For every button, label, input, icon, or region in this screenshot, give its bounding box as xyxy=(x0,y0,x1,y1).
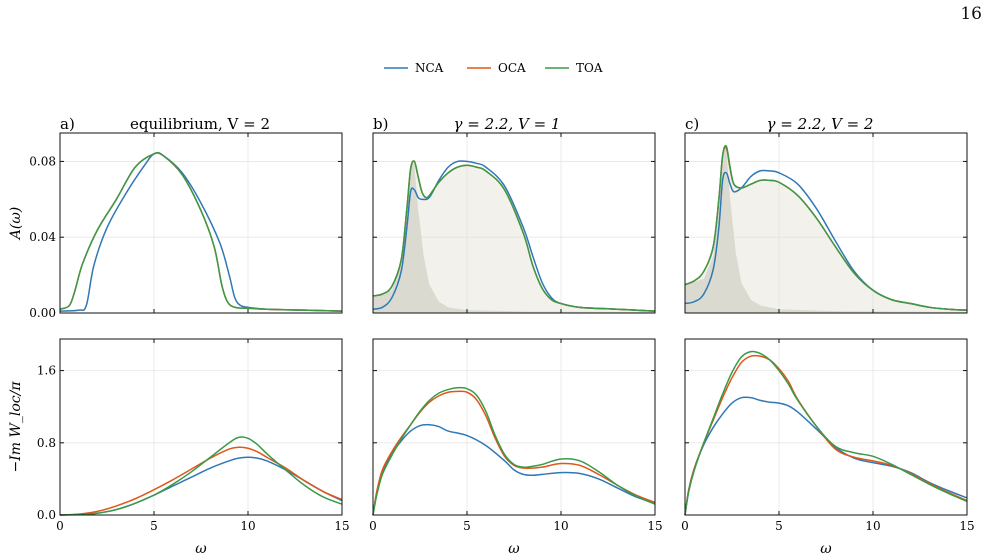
axes-frame xyxy=(372,132,656,314)
panel-tag-c: c) xyxy=(685,115,699,133)
page-number: 16 xyxy=(960,4,982,24)
series-line-oca xyxy=(372,390,656,516)
x-tick-label: 5 xyxy=(775,519,783,533)
series-line-nca xyxy=(372,423,656,516)
x-axis-label: ω xyxy=(195,541,207,557)
x-tick-label: 10 xyxy=(553,519,568,533)
panel-tag-b: b) xyxy=(373,115,388,133)
axes-frame xyxy=(684,338,968,516)
x-tick-label: 0 xyxy=(369,519,377,533)
series-line-toa xyxy=(59,436,343,516)
legend-label-toa: TOA xyxy=(576,61,603,75)
y-tick-label: 0.0 xyxy=(37,508,56,522)
series-line-toa xyxy=(684,350,968,516)
y-tick-label: 0.8 xyxy=(37,436,56,450)
axes-frame xyxy=(372,338,656,516)
panels: 0.00 0.04 0.08 A(ω) 0 5 10 15 0.0 0.8 1.6 ω −Im W_lo… xyxy=(8,132,975,557)
x-tick-label: 5 xyxy=(463,519,471,533)
series-line-toa xyxy=(372,386,656,516)
axes-frame xyxy=(59,132,343,314)
x-tick-label: 10 xyxy=(240,519,255,533)
x-tick-label: 15 xyxy=(334,519,349,533)
shaded-peak xyxy=(685,146,967,313)
panel-title-c: γ = 2.2, V = 2 xyxy=(767,115,874,133)
panel-title-a: equilibrium, V = 2 xyxy=(130,115,270,133)
panel-c-bottom: 0 5 10 15 ω xyxy=(681,338,975,557)
y-tick-label: 0.00 xyxy=(29,306,56,320)
axes-frame xyxy=(684,132,968,314)
series-line-nca xyxy=(59,152,343,312)
series-line-toa xyxy=(59,151,343,312)
axes-frame xyxy=(59,338,343,516)
legend-label-oca: OCA xyxy=(498,61,526,75)
series-line-oca xyxy=(59,151,343,312)
series-line-nca xyxy=(59,456,343,516)
series-line-toa xyxy=(684,144,968,311)
panel-c-top xyxy=(684,132,968,314)
panel-tag-a: a) xyxy=(60,115,75,133)
x-tick-label: 10 xyxy=(865,519,880,533)
panel-b-top xyxy=(372,132,656,314)
legend-label-nca: NCA xyxy=(415,61,444,75)
legend: NCA OCA TOA xyxy=(384,61,603,75)
y-axis-label: A(ω) xyxy=(8,207,24,241)
series-line-oca xyxy=(59,446,343,516)
y-axis-label: −Im W_loc/π xyxy=(8,381,24,473)
series-line-toa xyxy=(372,160,656,312)
panel-a-top: 0.00 0.04 0.08 A(ω) xyxy=(8,132,343,320)
series-line-nca xyxy=(372,160,656,312)
area-under-curve xyxy=(373,161,655,313)
x-tick-label: 15 xyxy=(959,519,974,533)
x-axis-label: ω xyxy=(508,541,520,557)
series-line-nca xyxy=(684,396,968,516)
x-tick-label: 15 xyxy=(647,519,662,533)
x-tick-label: 0 xyxy=(56,519,64,533)
y-tick-label: 1.6 xyxy=(37,364,56,378)
series-line-oca xyxy=(684,354,968,516)
x-axis-label: ω xyxy=(820,541,832,557)
column-titles: a) equilibrium, V = 2 b) γ = 2.2, V = 1 c) γ … xyxy=(60,115,873,133)
x-tick-label: 0 xyxy=(681,519,689,533)
area-under-curve xyxy=(685,148,967,313)
y-tick-label: 0.08 xyxy=(29,154,56,168)
panel-title-b: γ = 2.2, V = 1 xyxy=(454,115,561,133)
x-tick-label: 5 xyxy=(150,519,158,533)
panel-a-bottom: 0 5 10 15 0.0 0.8 1.6 ω −Im W_loc/π xyxy=(8,338,350,557)
y-tick-label: 0.04 xyxy=(29,230,56,244)
shaded-peak xyxy=(373,161,655,313)
panel-b-bottom: 0 5 10 15 ω xyxy=(369,338,663,557)
